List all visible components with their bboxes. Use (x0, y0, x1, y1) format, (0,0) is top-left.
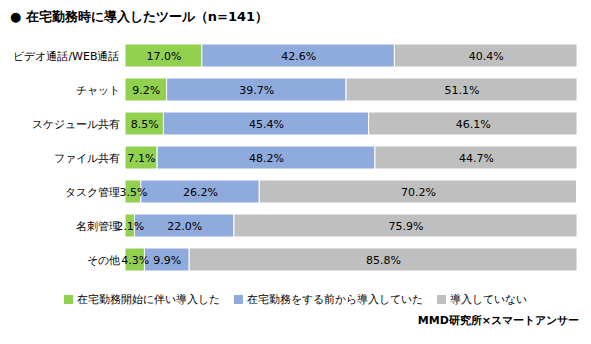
html-text:● 在宅勤務時に導入したツール（n=141）: ● 在宅勤務時に導入したツール（n=141） (10, 9, 269, 24)
svg-text:39.7%: 39.7% (239, 84, 274, 97)
svg-text:26.2%: 26.2% (183, 186, 218, 199)
svg-text:22.0%: 22.0% (167, 220, 202, 233)
svg-text:2.1%: 2.1% (116, 220, 144, 233)
svg-text:45.4%: 45.4% (249, 118, 284, 131)
svg-text:ビデオ通話/WEB通話: ビデオ通話/WEB通話 (13, 50, 119, 63)
svg-text:85.8%: 85.8% (366, 254, 401, 267)
svg-text:7.1%: 7.1% (128, 152, 156, 165)
svg-text:75.9%: 75.9% (388, 220, 423, 233)
svg-text:タスク管理: タスク管理 (65, 186, 120, 199)
svg-text:40.4%: 40.4% (469, 50, 504, 63)
svg-text:9.9%: 9.9% (153, 254, 181, 267)
svg-text:48.2%: 48.2% (249, 152, 284, 165)
svg-text:名刺管理: 名刺管理 (76, 220, 120, 233)
html-text:MMD研究所×スマートアンサー: MMD研究所×スマートアンサー (417, 314, 579, 327)
html-text:在宅勤務をする前から導入していた: 在宅勤務をする前から導入していた (247, 293, 423, 306)
svg-text:70.2%: 70.2% (401, 186, 436, 199)
svg-text:9.2%: 9.2% (132, 84, 160, 97)
svg-text:ファイル共有: ファイル共有 (54, 152, 120, 165)
svg-text:44.7%: 44.7% (459, 152, 494, 165)
svg-text:4.3%: 4.3% (121, 254, 149, 267)
svg-text:17.0%: 17.0% (146, 50, 181, 63)
svg-text:スケジュール共有: スケジュール共有 (32, 118, 120, 131)
svg-text:その他: その他 (87, 254, 120, 267)
svg-text:51.1%: 51.1% (445, 84, 480, 97)
svg-text:8.5%: 8.5% (131, 118, 159, 131)
svg-text:46.1%: 46.1% (456, 118, 491, 131)
svg-text:チャット: チャット (76, 84, 120, 97)
html-text:導入していない: 導入していない (450, 293, 527, 306)
svg-text:3.5%: 3.5% (119, 186, 147, 199)
svg-text:42.6%: 42.6% (281, 50, 316, 63)
html-text:在宅勤務開始に伴い導入した: 在宅勤務開始に伴い導入した (77, 293, 220, 306)
